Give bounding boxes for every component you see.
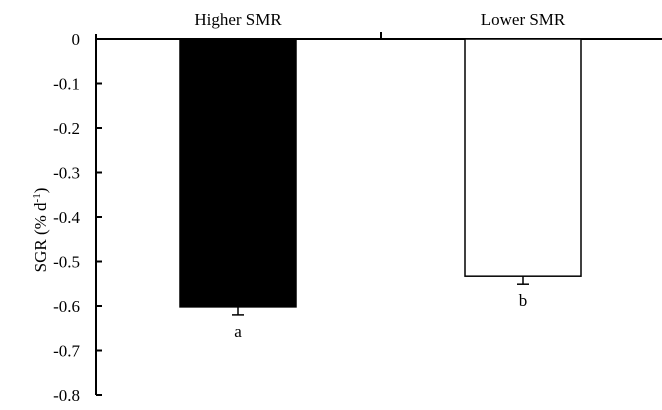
labels: Higher SMR a Lower SMR b: [194, 10, 566, 341]
y-tick-label: -0.2: [53, 119, 80, 138]
bar-higher-smr: [179, 38, 297, 308]
y-tick-label: -0.7: [53, 342, 80, 361]
bar-lower-smr: [464, 38, 582, 277]
y-axis-label: SGR (% d-1): [31, 188, 50, 273]
bars: [179, 38, 582, 316]
y-tick-label: -0.5: [53, 253, 80, 272]
category-label: Lower SMR: [481, 10, 566, 29]
y-tick-label: -0.1: [53, 75, 80, 94]
significance-label: b: [519, 291, 528, 310]
y-tick-label: -0.8: [53, 386, 80, 405]
category-label: Higher SMR: [194, 10, 282, 29]
y-tick-label: -0.6: [53, 297, 80, 316]
y-tick-label: -0.3: [53, 164, 80, 183]
y-tick-label: 0: [72, 30, 81, 49]
y-tick-label: -0.4: [53, 208, 80, 227]
significance-label: a: [234, 322, 242, 341]
